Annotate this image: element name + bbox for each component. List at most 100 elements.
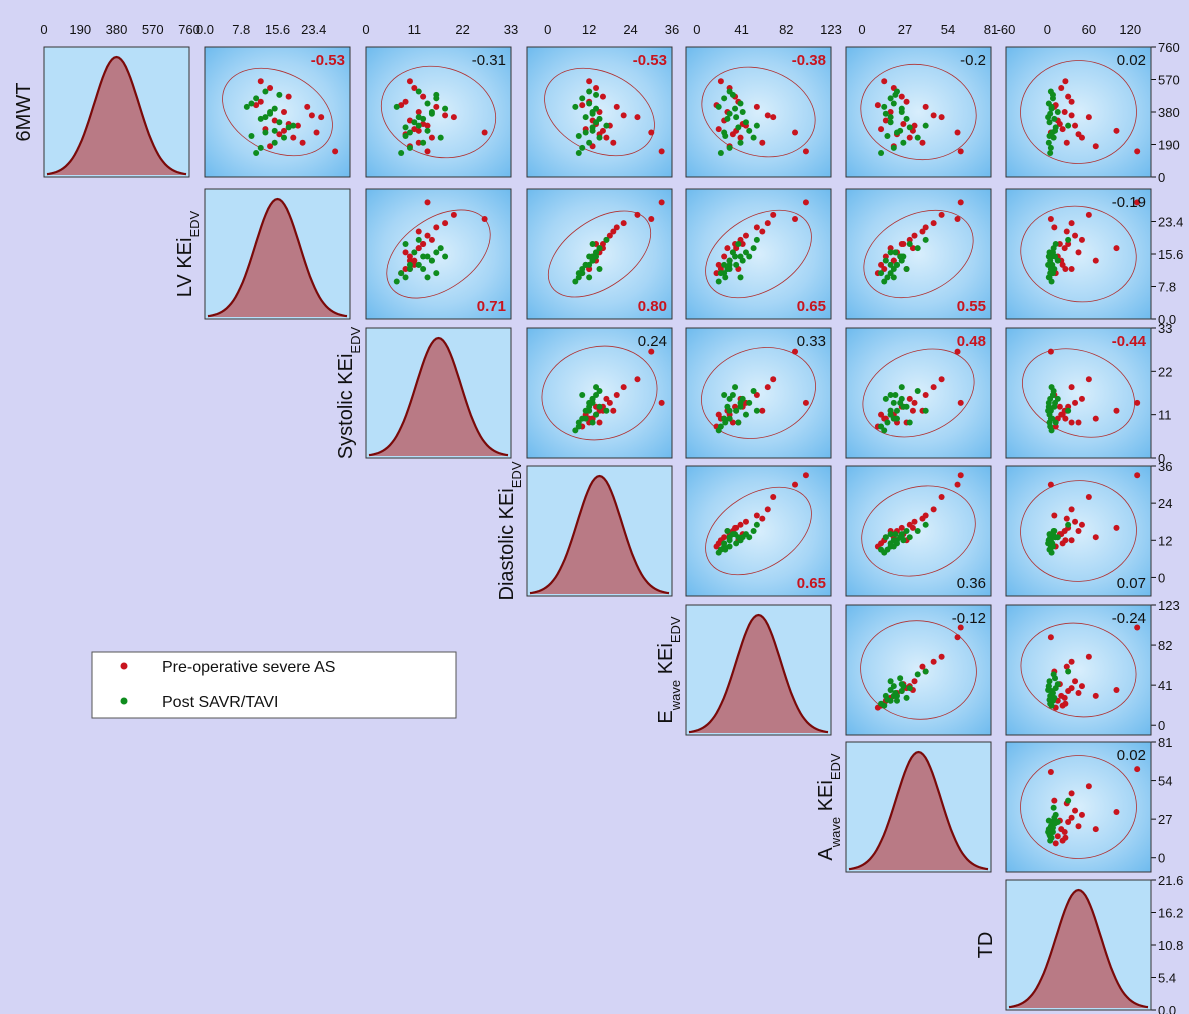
data-point <box>603 395 610 402</box>
data-point <box>764 506 771 513</box>
data-point <box>442 220 449 227</box>
data-point <box>715 103 722 110</box>
correlation-label: 0.33 <box>797 333 826 350</box>
data-point <box>903 266 910 272</box>
right-tick-label: 0.0 <box>1158 1003 1176 1014</box>
data-point <box>726 415 733 422</box>
data-point <box>290 134 297 141</box>
data-point <box>882 257 889 264</box>
data-point <box>582 261 589 268</box>
data-point <box>1078 683 1085 690</box>
data-point <box>1065 407 1072 414</box>
data-point <box>909 524 916 531</box>
scatter-panel: -0.31 <box>365 46 512 178</box>
data-point <box>402 274 409 281</box>
data-point <box>424 100 431 107</box>
data-point <box>753 391 760 398</box>
data-point <box>613 391 620 398</box>
data-point <box>271 105 278 112</box>
data-point <box>930 658 937 665</box>
data-point <box>792 348 799 355</box>
data-point <box>909 407 916 414</box>
confidence-ellipse <box>547 210 652 298</box>
data-point <box>893 407 900 414</box>
right-tick-label: 123 <box>1158 598 1180 613</box>
right-tick-label: 54 <box>1158 774 1172 789</box>
top-tick-label: 33 <box>504 22 518 37</box>
data-point <box>579 102 586 109</box>
top-tick-label: 123 <box>820 22 842 37</box>
data-point <box>914 528 921 534</box>
data-point <box>442 253 449 260</box>
data-point <box>1075 249 1082 256</box>
data-point <box>1061 109 1068 115</box>
data-point <box>1052 811 1059 818</box>
data-point <box>589 419 596 426</box>
top-tick-label: 41 <box>734 22 748 37</box>
data-point <box>732 105 739 112</box>
data-point <box>881 427 888 434</box>
density-fill <box>369 338 508 456</box>
correlation-label: 0.80 <box>638 298 667 315</box>
data-point <box>1065 241 1072 247</box>
data-point <box>792 481 799 488</box>
right-tick-label: 760 <box>1158 40 1180 55</box>
data-point <box>267 85 274 92</box>
data-point <box>1085 114 1092 121</box>
data-point <box>914 388 921 395</box>
data-point <box>415 114 422 121</box>
data-point <box>257 78 264 85</box>
data-point <box>770 211 777 218</box>
data-point <box>887 109 894 115</box>
data-point <box>648 129 655 136</box>
data-point <box>930 112 937 119</box>
data-point <box>892 249 899 256</box>
data-point <box>603 236 610 243</box>
correlation-label: 0.48 <box>957 333 986 350</box>
data-point <box>739 241 746 247</box>
data-point <box>759 228 766 235</box>
top-tick-label: 11 <box>408 22 422 37</box>
data-point <box>722 274 729 281</box>
data-point <box>424 127 431 134</box>
data-point <box>428 109 435 115</box>
scatter-panel: 0.48 <box>845 327 992 459</box>
top-tick-label: 54 <box>941 22 955 37</box>
data-point <box>1062 78 1069 85</box>
data-point <box>722 132 729 139</box>
top-tick-label: 60 <box>1082 22 1096 37</box>
data-point <box>634 114 641 121</box>
data-point <box>759 515 766 522</box>
data-point <box>726 395 733 402</box>
data-point <box>1068 685 1075 692</box>
data-point <box>1068 658 1075 665</box>
data-point <box>428 134 435 141</box>
data-point <box>882 395 889 402</box>
data-point <box>589 399 596 406</box>
data-point <box>1045 687 1052 694</box>
data-point <box>243 103 250 110</box>
data-point <box>1078 395 1085 402</box>
data-point <box>1068 506 1075 513</box>
data-point <box>922 122 929 129</box>
confidence-ellipse <box>1020 755 1137 859</box>
data-point <box>620 384 627 391</box>
legend: Pre-operative severe AS Post SAVR/TAVI <box>91 651 457 719</box>
data-point <box>732 384 739 391</box>
data-point <box>930 220 937 227</box>
scatter-panel: -0.2 <box>845 46 992 178</box>
data-point <box>715 126 722 133</box>
confidence-ellipse <box>541 345 658 441</box>
data-point <box>308 112 315 119</box>
data-point <box>1052 534 1059 541</box>
data-point <box>897 675 904 682</box>
density-panel <box>204 188 351 320</box>
data-point <box>1068 537 1075 544</box>
data-point <box>739 395 746 402</box>
correlation-label: -0.19 <box>1112 194 1146 211</box>
data-point <box>729 419 736 426</box>
density-panel <box>685 604 832 736</box>
data-point <box>276 119 283 126</box>
data-point <box>721 391 728 398</box>
